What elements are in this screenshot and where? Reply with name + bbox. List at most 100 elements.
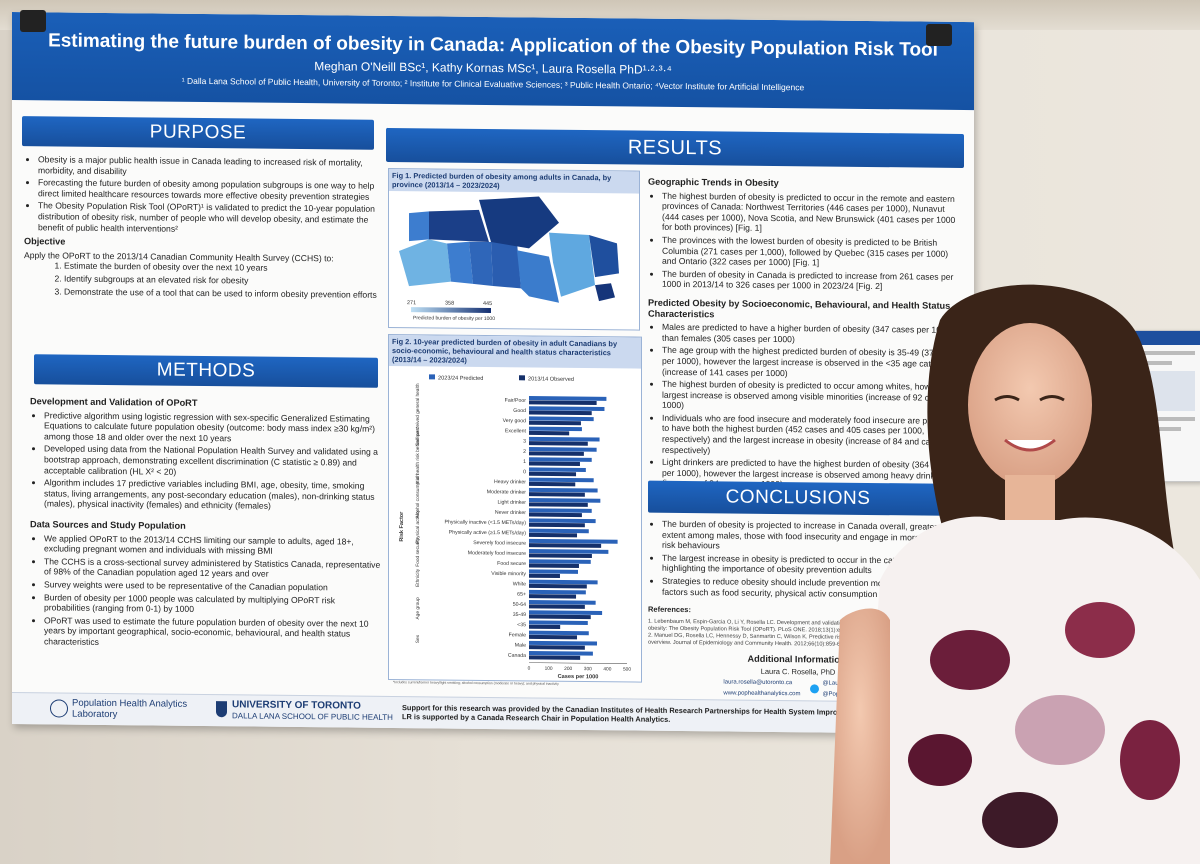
group-label: Ethnicity xyxy=(415,568,421,587)
bar xyxy=(529,563,579,569)
category-label: Physically active (≥1.5 METs/day) xyxy=(449,530,526,537)
bar xyxy=(529,549,609,554)
legend-swatch xyxy=(429,374,435,380)
bar xyxy=(529,457,592,462)
bar xyxy=(529,569,578,574)
objective-item: Identify subgroups at an elevated risk f… xyxy=(64,273,382,287)
category-label: <35 xyxy=(517,622,526,628)
purpose-bullet: The Obesity Population Risk Tool (OPoRT)… xyxy=(38,201,382,236)
category-label: Visible minority xyxy=(491,571,526,577)
data-bullet: We applied OPoRT to the 2013/14 CCHS lim… xyxy=(44,533,382,558)
bar xyxy=(529,655,581,660)
bar xyxy=(529,498,601,503)
bar xyxy=(529,512,582,518)
purpose-bullet: Forecasting the future burden of obesity… xyxy=(38,177,382,202)
bar xyxy=(529,416,594,422)
smile xyxy=(1004,438,1056,452)
bar xyxy=(529,451,584,456)
lab-name: Population Health Analytics Laboratory xyxy=(72,697,188,721)
x-tick-label: 100 xyxy=(545,666,553,672)
bar xyxy=(529,532,578,538)
bar xyxy=(529,579,598,585)
region-nwt xyxy=(429,209,489,242)
bar xyxy=(529,461,580,467)
bar xyxy=(529,426,582,432)
research-poster: Estimating the future burden of obesity … xyxy=(12,12,974,735)
bar xyxy=(529,594,577,599)
bar xyxy=(529,559,591,564)
group-label: Age group xyxy=(415,597,421,620)
category-label: Moderate drinker xyxy=(487,489,526,495)
bar xyxy=(529,538,618,544)
category-label: 0 xyxy=(523,469,526,475)
map-legend-label: Predicted burden of obesity per 1000 xyxy=(413,315,495,322)
category-label: 65+ xyxy=(517,592,526,598)
objective-heading: Objective xyxy=(24,236,66,247)
bar xyxy=(529,624,561,630)
bar xyxy=(529,614,591,620)
category-label: Very good xyxy=(503,418,526,424)
fig1-caption: Fig 1. Predicted burden of obesity among… xyxy=(389,168,639,194)
data-heading: Data Sources and Study Population xyxy=(30,519,186,531)
results-heading: RESULTS xyxy=(386,127,964,168)
group-label: Alcohol consumption xyxy=(415,474,421,519)
methods-bullet: Algorithm includes 17 predictive variabl… xyxy=(44,477,382,512)
region-qc xyxy=(549,232,595,297)
contact-website: www.pophealthanalytics.com xyxy=(723,689,801,697)
bar xyxy=(529,477,594,483)
binder-clip xyxy=(20,10,46,32)
data-bullet: OPoRT was used to estimate the future po… xyxy=(44,615,382,650)
category-label: Canada xyxy=(508,653,526,659)
region-nl xyxy=(589,235,619,278)
bar xyxy=(529,441,588,446)
bar xyxy=(529,396,607,401)
geo-bullet: The highest burden of obesity is predict… xyxy=(662,190,964,236)
flower-print xyxy=(1015,695,1105,765)
bar xyxy=(529,487,598,493)
x-tick-label: 300 xyxy=(584,666,592,672)
binder-clip xyxy=(926,24,952,46)
bar xyxy=(529,651,593,656)
category-label: Male xyxy=(515,643,526,649)
fig2-caption: Fig 2. 10-year predicted burden of obesi… xyxy=(389,334,641,369)
category-label: Light drinker xyxy=(497,500,526,506)
bar xyxy=(529,518,596,524)
bar xyxy=(529,492,585,497)
bar xyxy=(529,583,587,589)
map-legend-bar xyxy=(411,307,491,314)
x-tick-label: 0 xyxy=(528,666,531,672)
bar xyxy=(529,481,576,487)
category-label: Fair/Poor xyxy=(505,398,527,404)
methods-bullet: Predictive algorithm using logistic regr… xyxy=(44,410,382,445)
group-label: Self-perceived general health xyxy=(415,383,421,446)
category-label: Severely food insecure xyxy=(473,540,526,547)
data-bullet: Survey weights were used to be represent… xyxy=(44,579,382,593)
chart-footnote: *Includes current/former heavy/light smo… xyxy=(393,680,559,686)
legend-swatch xyxy=(519,375,525,381)
category-label: Heavy drinker xyxy=(494,479,526,485)
presenter-person xyxy=(830,284,1200,864)
contact-email: laura.rosella@utoronto.ca xyxy=(723,679,793,687)
data-bullet: Burden of obesity per 1000 people was ca… xyxy=(44,592,382,617)
x-tick-label: 200 xyxy=(564,666,572,672)
bar xyxy=(529,553,592,558)
category-label: 50-64 xyxy=(513,602,526,608)
region-sk xyxy=(469,241,493,287)
category-label: Never drinker xyxy=(495,510,526,516)
category-label: 35-49 xyxy=(513,612,526,618)
bar xyxy=(529,508,592,513)
bar xyxy=(529,589,586,595)
bar xyxy=(529,610,603,615)
bar xyxy=(529,502,588,507)
methods-bullet: Developed using data from the National P… xyxy=(44,444,382,479)
bar xyxy=(529,467,586,473)
flower-print xyxy=(930,630,1010,690)
lab-logo: Population Health Analytics Laboratory xyxy=(50,697,192,721)
flower-print xyxy=(908,734,972,786)
crest-icon xyxy=(216,701,227,718)
arm xyxy=(830,608,890,864)
group-label: Food security xyxy=(415,537,421,566)
objective-item: Demonstrate the use of a tool that can b… xyxy=(64,286,382,300)
poster-header: Estimating the future burden of obesity … xyxy=(12,12,974,111)
twitter-icon xyxy=(810,684,820,694)
